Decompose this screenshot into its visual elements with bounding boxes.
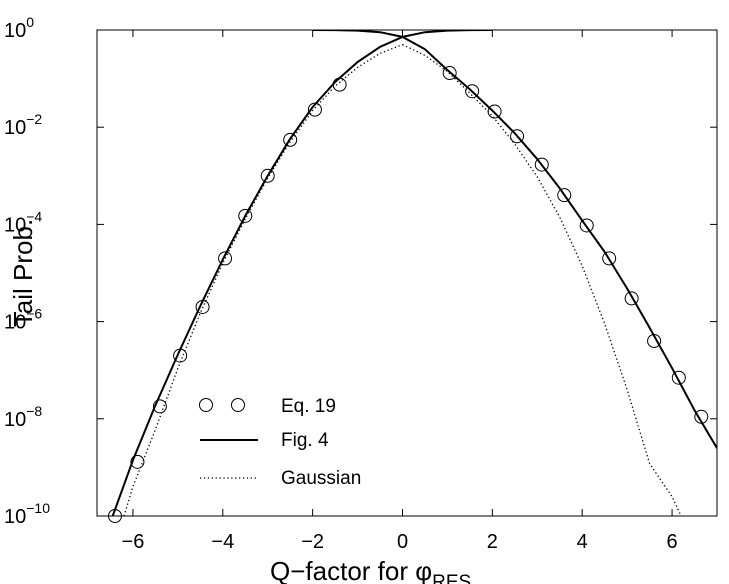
x-axis-title-symbol: φ [415, 556, 432, 584]
eq19-point [332, 77, 347, 92]
eq19-point [465, 84, 480, 99]
y-tick-label: 100 [4, 14, 34, 42]
eq19-point [107, 509, 122, 523]
x-axis-title-text: Q−factor for [270, 556, 415, 584]
eq19-point [307, 102, 322, 117]
legend-label-gaussian: Gaussian [281, 468, 361, 489]
fig4-curve-right [312, 30, 717, 449]
legend-label-fig4: Fig. 4 [281, 430, 329, 451]
data-layer [111, 30, 717, 516]
eq19-point [173, 348, 188, 363]
gaussian-curve-right [402, 44, 682, 516]
axis-ticks: −6 −4 −2 0 2 4 6 100 10−2 10−4 10−6 10−8 10−10 [4, 14, 717, 553]
legend: Eq. 19 Fig. 4 Gaussian [199, 396, 361, 489]
eq19-point [283, 132, 298, 147]
eq19-point [602, 251, 617, 266]
eq19-point [510, 129, 525, 144]
legend-marker-eq19-b [231, 398, 245, 412]
x-tick-label: 6 [667, 531, 678, 553]
y-tick-label: 10−4 [4, 208, 42, 236]
y-tick-label: 10−6 [4, 306, 42, 334]
y-axis-title: Tail Prob. [8, 219, 38, 327]
y-tick-label: 10−8 [4, 403, 42, 431]
eq19-point [671, 370, 686, 385]
eq19-point [624, 291, 639, 306]
eq19-point [647, 333, 662, 348]
eq19-point [238, 208, 253, 223]
eq19-point [557, 188, 572, 203]
eq19-point [195, 299, 210, 314]
legend-marker-eq19-a [199, 398, 213, 412]
x-tick-label: −6 [122, 531, 145, 553]
eq19-point [534, 157, 549, 172]
y-tick-label: 10−2 [4, 111, 42, 139]
eq19-point [260, 168, 275, 183]
eq19-point [218, 251, 233, 266]
eq19-point [152, 399, 167, 414]
x-tick-label: 4 [577, 531, 588, 553]
fig4-curve-left [111, 30, 493, 516]
legend-label-eq19: Eq. 19 [281, 396, 336, 417]
x-tick-label: 0 [397, 531, 408, 553]
marker-layer [107, 66, 709, 523]
eq19-point [442, 66, 457, 81]
x-tick-label: −4 [211, 531, 234, 553]
y-tick-label: 10−10 [4, 500, 50, 528]
eq19-point [694, 409, 709, 424]
x-tick-label: 2 [487, 531, 498, 553]
x-tick-label: −2 [301, 531, 324, 553]
eq19-point [579, 218, 594, 233]
eq19-point [487, 104, 502, 119]
x-axis-title-subscript: RES [432, 572, 471, 584]
gaussian-curve-left [123, 43, 403, 516]
eq19-point [130, 454, 145, 469]
x-axis-title: Q−factor for φRES [270, 556, 471, 584]
plot-frame [96, 29, 718, 517]
